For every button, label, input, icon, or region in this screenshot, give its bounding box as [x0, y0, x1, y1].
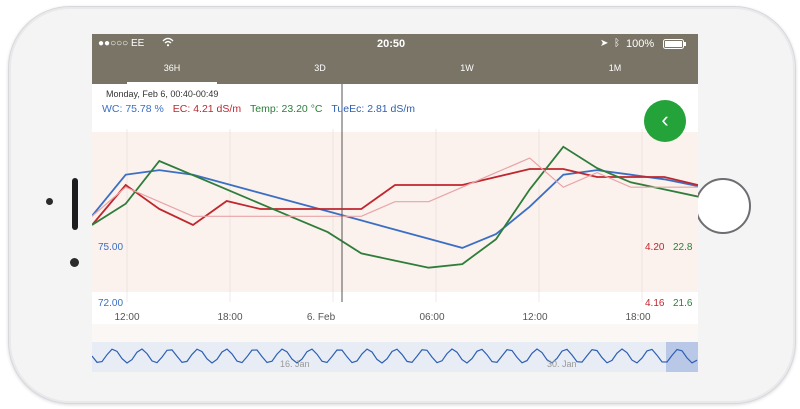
- timeline-navigator[interactable]: 16. Jan 30. Jan: [92, 342, 698, 372]
- chart-panel[interactable]: 12:00 18:00 6. Feb 06:00 12:00 18:00 75.00 72.0…: [92, 84, 698, 324]
- x-tick-label: 18:00: [217, 312, 242, 323]
- series-line-ec: [92, 168, 698, 227]
- status-bar: ●●○○○ EE 20:50 ➤ ᛒ 100%: [92, 34, 698, 54]
- timeline-label-30-jan: 30. Jan: [547, 359, 577, 369]
- location-icon: ➤: [600, 38, 609, 49]
- front-camera: [46, 198, 53, 205]
- tab-1w[interactable]: 1W: [460, 63, 474, 73]
- chevron-left-icon: ‹: [661, 107, 669, 132]
- readout-tue-ec: TueEc: 2.81 dS/m: [331, 103, 416, 115]
- right-axis-temp-tick: 22.8: [673, 242, 693, 253]
- sensor-chart[interactable]: 12:00 18:00 6. Feb 06:00 12:00 18:00 75.00 72.0…: [92, 84, 698, 324]
- app-screen: ●●○○○ EE 20:50 ➤ ᛒ 100% 36H 3D 1W 1M 12:…: [92, 34, 698, 372]
- timeline-line: [92, 348, 698, 364]
- readout-values: WC: 75.78 % EC: 4.21 dS/m Temp: 23.20 °C…: [102, 103, 415, 115]
- series-line-tueec: [92, 157, 698, 217]
- range-tab-bar: 36H 3D 1W 1M: [92, 54, 698, 84]
- plot-background-shade: [92, 132, 698, 292]
- series-line-temp: [92, 145, 698, 269]
- left-axis-tick: 72.00: [98, 298, 123, 309]
- proximity-sensor: [70, 258, 79, 267]
- volume-up-button: [72, 178, 78, 230]
- readout-temp: Temp: 23.20 °C: [249, 103, 323, 115]
- right-axis-ec-tick: 4.20: [645, 242, 665, 253]
- timeline-label-16-jan: 16. Jan: [280, 359, 310, 369]
- tab-1m[interactable]: 1M: [608, 63, 622, 73]
- right-axis-ec-tick: 4.16: [645, 298, 665, 309]
- tab-36h[interactable]: 36H: [127, 54, 217, 84]
- x-tick-label: 12:00: [114, 312, 139, 323]
- x-tick-label: 6. Feb: [307, 312, 336, 323]
- back-button[interactable]: ‹: [644, 100, 686, 142]
- wifi-icon: [162, 37, 174, 50]
- tab-3d[interactable]: 3D: [314, 63, 326, 73]
- home-button[interactable]: [695, 178, 751, 234]
- left-axis-tick: 75.00: [98, 242, 123, 253]
- readout-datetime: Monday, Feb 6, 00:40-00:49: [106, 89, 219, 99]
- carrier-label: ●●○○○ EE: [98, 38, 145, 49]
- x-tick-label: 12:00: [522, 312, 547, 323]
- timeline-sparkline[interactable]: 16. Jan 30. Jan: [92, 342, 698, 372]
- status-time: 20:50: [377, 38, 406, 50]
- readout-ec: EC: 4.21 dS/m: [172, 103, 242, 115]
- battery-icon: [663, 39, 687, 52]
- battery-percent: 100%: [626, 38, 655, 50]
- x-tick-label: 18:00: [625, 312, 650, 323]
- x-tick-label: 06:00: [419, 312, 444, 323]
- readout-wc: WC: 75.78 %: [102, 103, 164, 115]
- right-axis-temp-tick: 21.6: [673, 298, 693, 309]
- bluetooth-icon: ᛒ: [614, 38, 620, 49]
